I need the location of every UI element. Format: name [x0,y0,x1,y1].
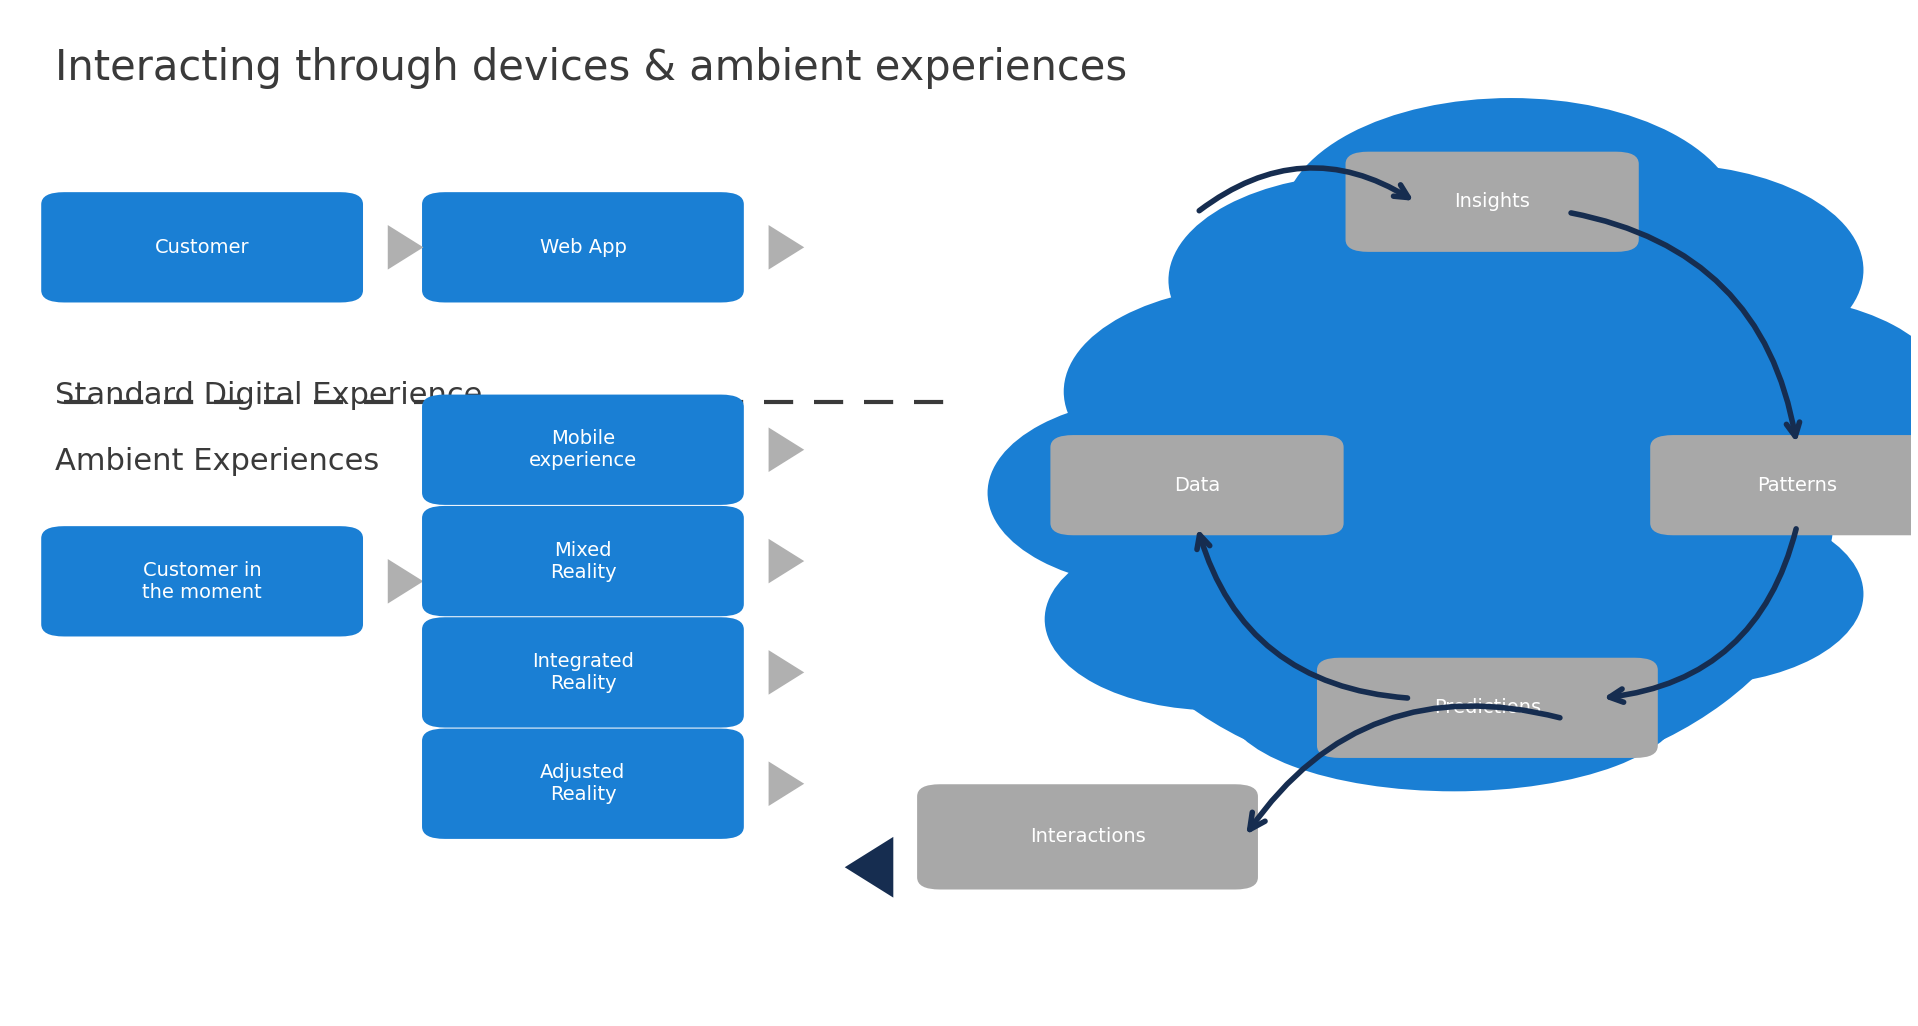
Circle shape [1521,503,1864,685]
FancyBboxPatch shape [1318,658,1657,758]
FancyBboxPatch shape [422,728,744,839]
Polygon shape [769,428,804,472]
Circle shape [1283,98,1740,341]
Circle shape [1064,285,1463,498]
FancyBboxPatch shape [40,192,363,303]
FancyBboxPatch shape [40,526,363,636]
Text: Predictions: Predictions [1435,699,1540,717]
Text: Web App: Web App [539,238,627,256]
Text: Mixed
Reality: Mixed Reality [550,541,616,582]
Circle shape [1168,174,1569,387]
Polygon shape [769,225,804,270]
Polygon shape [769,539,804,584]
FancyBboxPatch shape [1346,152,1638,251]
Circle shape [988,397,1350,589]
Text: Patterns: Patterns [1757,476,1837,495]
Polygon shape [844,837,894,898]
Text: Adjusted
Reality: Adjusted Reality [541,763,625,804]
Circle shape [1569,295,1918,498]
Polygon shape [769,650,804,695]
FancyBboxPatch shape [917,784,1258,890]
FancyBboxPatch shape [422,395,744,505]
Circle shape [1045,528,1387,710]
Text: Ambient Experiences: Ambient Experiences [54,447,378,476]
Polygon shape [387,559,424,603]
FancyBboxPatch shape [422,192,744,303]
Polygon shape [769,761,804,806]
Text: Interactions: Interactions [1030,827,1145,846]
Ellipse shape [1226,620,1682,791]
Text: Customer: Customer [155,238,249,256]
Text: Customer in
the moment: Customer in the moment [142,561,263,602]
Polygon shape [387,225,424,270]
FancyBboxPatch shape [1051,435,1345,536]
FancyBboxPatch shape [1649,435,1918,536]
Text: Insights: Insights [1454,192,1531,211]
Text: Mobile
experience: Mobile experience [529,429,637,470]
Circle shape [1463,164,1864,377]
FancyBboxPatch shape [422,506,744,617]
Text: Integrated
Reality: Integrated Reality [531,652,633,693]
Text: Standard Digital Experience: Standard Digital Experience [54,382,481,410]
Text: Data: Data [1174,476,1220,495]
Text: Interacting through devices & ambient experiences: Interacting through devices & ambient ex… [54,47,1126,89]
FancyBboxPatch shape [422,618,744,727]
Ellipse shape [1074,220,1836,786]
